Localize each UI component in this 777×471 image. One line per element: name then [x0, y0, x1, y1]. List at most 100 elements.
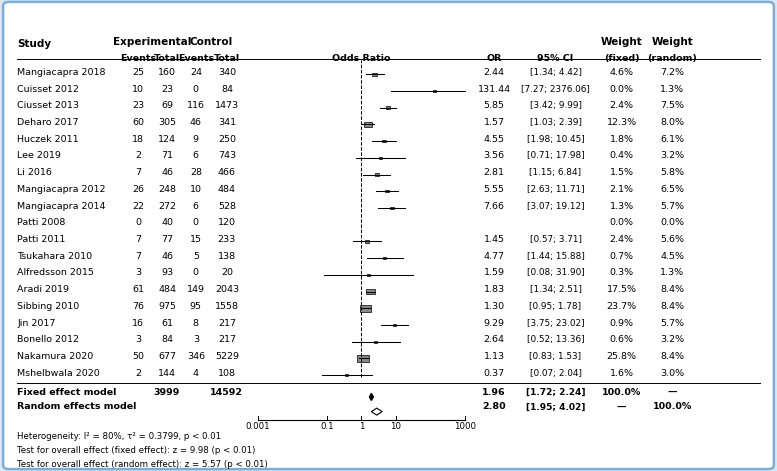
Text: 2.44: 2.44	[483, 68, 505, 77]
Text: 25: 25	[132, 68, 145, 77]
Text: 108: 108	[218, 369, 236, 378]
Text: 2.81: 2.81	[483, 168, 505, 177]
Text: 95% CI: 95% CI	[538, 54, 573, 63]
Text: 7.2%: 7.2%	[660, 68, 684, 77]
Text: 20: 20	[221, 268, 233, 277]
Text: 6.5%: 6.5%	[660, 185, 684, 194]
Text: 120: 120	[218, 219, 236, 227]
Text: 1.30: 1.30	[483, 302, 505, 311]
Text: 69: 69	[161, 101, 173, 110]
Text: [3.42; 9.99]: [3.42; 9.99]	[530, 101, 581, 110]
Text: [0.83; 1.53]: [0.83; 1.53]	[529, 352, 582, 361]
Text: 10: 10	[190, 185, 202, 194]
Text: 8.4%: 8.4%	[660, 352, 684, 361]
Text: 25.8%: 25.8%	[607, 352, 636, 361]
Bar	[357, 355, 369, 362]
Text: 1.3%: 1.3%	[660, 268, 685, 277]
Text: Ciusset 2013: Ciusset 2013	[17, 101, 79, 110]
Text: 0: 0	[193, 219, 199, 227]
Text: 1.8%: 1.8%	[610, 135, 633, 144]
Text: [1.34; 2.51]: [1.34; 2.51]	[530, 285, 581, 294]
Text: 7.66: 7.66	[483, 202, 505, 211]
Bar	[383, 257, 386, 259]
Text: 2043: 2043	[214, 285, 239, 294]
Text: 0.4%: 0.4%	[610, 152, 633, 161]
Text: 2.4%: 2.4%	[610, 235, 633, 244]
Text: 1000: 1000	[454, 422, 476, 431]
Text: 4.5%: 4.5%	[660, 252, 684, 261]
Text: OR: OR	[486, 54, 502, 63]
Text: (random): (random)	[647, 54, 697, 63]
Text: 2.4%: 2.4%	[610, 101, 633, 110]
Text: 6: 6	[193, 202, 199, 211]
Text: 61: 61	[161, 318, 173, 328]
Text: 2: 2	[135, 369, 141, 378]
Text: 50: 50	[132, 352, 145, 361]
Bar	[378, 157, 382, 159]
Text: Control: Control	[190, 37, 233, 47]
Text: 0: 0	[193, 85, 199, 94]
Text: 2.64: 2.64	[483, 335, 505, 344]
Text: Patti 2008: Patti 2008	[17, 219, 65, 227]
Text: 8.4%: 8.4%	[660, 285, 684, 294]
Text: 0.7%: 0.7%	[610, 252, 633, 261]
Text: Mangiacapra 2014: Mangiacapra 2014	[17, 202, 106, 211]
Text: 8.4%: 8.4%	[660, 302, 684, 311]
Text: Events: Events	[120, 54, 156, 63]
Text: Nakamura 2020: Nakamura 2020	[17, 352, 93, 361]
Text: 0: 0	[193, 268, 199, 277]
Text: 9: 9	[193, 135, 199, 144]
Text: 2.80: 2.80	[483, 402, 506, 412]
Text: 2.1%: 2.1%	[610, 185, 633, 194]
Text: 40: 40	[161, 219, 173, 227]
Text: 7.5%: 7.5%	[660, 101, 684, 110]
Text: 22: 22	[132, 202, 145, 211]
Text: [1.34; 4.42]: [1.34; 4.42]	[530, 68, 581, 77]
Text: 0.6%: 0.6%	[610, 335, 633, 344]
Text: 23: 23	[161, 85, 173, 94]
Text: —: —	[667, 388, 677, 397]
Text: 975: 975	[158, 302, 176, 311]
Text: 5.6%: 5.6%	[660, 235, 684, 244]
Text: 10: 10	[132, 85, 145, 94]
Text: 0.37: 0.37	[483, 369, 505, 378]
Polygon shape	[369, 393, 374, 400]
Text: Alfredsson 2015: Alfredsson 2015	[17, 268, 94, 277]
Text: Total: Total	[214, 54, 240, 63]
Bar	[385, 190, 388, 192]
Text: 95: 95	[190, 302, 202, 311]
Bar	[390, 207, 393, 209]
Bar	[364, 122, 371, 127]
Text: [3.07; 19.12]: [3.07; 19.12]	[527, 202, 584, 211]
Text: 8: 8	[193, 318, 199, 328]
Text: 1473: 1473	[214, 101, 239, 110]
Text: 5229: 5229	[215, 352, 239, 361]
Text: [2.63; 11.71]: [2.63; 11.71]	[527, 185, 584, 194]
Text: 61: 61	[132, 285, 145, 294]
Text: —: —	[617, 402, 626, 412]
Text: 1.59: 1.59	[483, 268, 505, 277]
Text: (fixed): (fixed)	[604, 54, 639, 63]
Text: 3: 3	[193, 335, 199, 344]
Text: 0: 0	[135, 219, 141, 227]
Text: 1.6%: 1.6%	[610, 369, 633, 378]
Text: 10: 10	[390, 422, 401, 431]
Bar	[344, 374, 348, 376]
Text: 46: 46	[161, 252, 173, 261]
Text: 677: 677	[158, 352, 176, 361]
Text: 84: 84	[221, 85, 233, 94]
Text: 2: 2	[135, 152, 141, 161]
Text: 46: 46	[190, 118, 202, 127]
Text: 7: 7	[135, 235, 141, 244]
Text: 5.55: 5.55	[483, 185, 505, 194]
Text: 250: 250	[218, 135, 236, 144]
Bar	[385, 106, 390, 109]
Text: Total: Total	[154, 54, 180, 63]
Text: 3: 3	[135, 268, 141, 277]
Text: 1.57: 1.57	[483, 118, 505, 127]
Text: [1.44; 15.88]: [1.44; 15.88]	[527, 252, 584, 261]
Text: 6.1%: 6.1%	[660, 135, 684, 144]
Text: 1.13: 1.13	[483, 352, 505, 361]
Text: 5.85: 5.85	[483, 101, 505, 110]
Text: 4.77: 4.77	[483, 252, 505, 261]
